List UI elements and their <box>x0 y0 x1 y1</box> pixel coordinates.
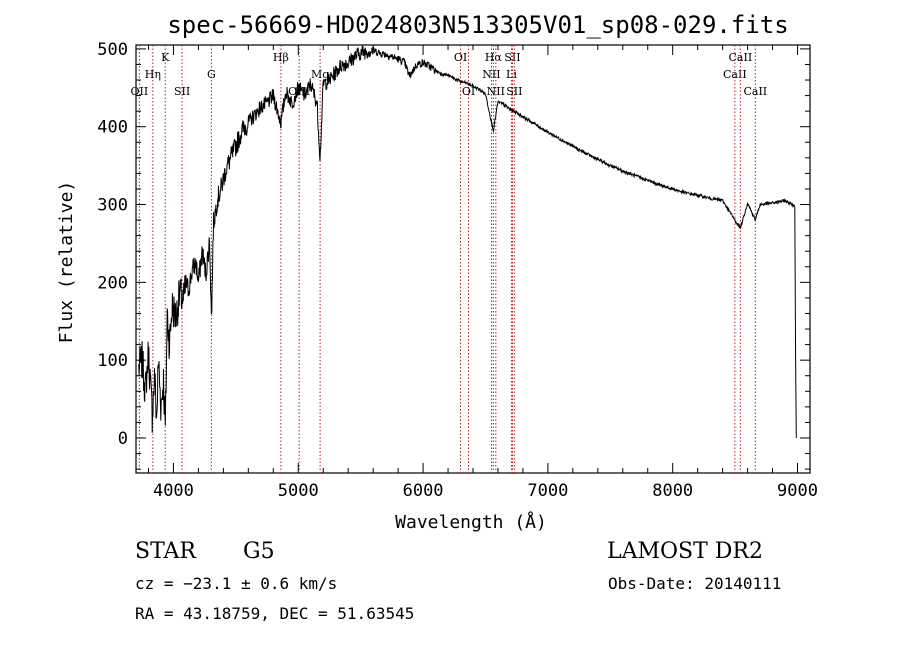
x-axis-label: Wavelength (Å) <box>395 511 547 533</box>
line-label-10: NII <box>482 68 500 81</box>
x-tick-label-2: 6000 <box>403 481 444 501</box>
y-tick-label-1: 100 <box>97 351 128 371</box>
line-label-2: K <box>161 51 170 64</box>
line-label-18: CaII <box>743 85 767 98</box>
line-label-3: SII <box>174 85 190 98</box>
line-label-0: OII <box>131 85 149 98</box>
x-tick-label-3: 7000 <box>527 481 568 501</box>
line-label-16: CaII <box>723 68 747 81</box>
y-tick-label-4: 400 <box>97 118 128 138</box>
object-class: STAR <box>135 539 197 564</box>
plot-frame <box>135 44 811 474</box>
spectrum-line <box>138 45 797 439</box>
line-label-4: G <box>207 68 216 81</box>
info-panel: STAR G5 LAMOST DR2 cz = −23.1 ± 0.6 km/s… <box>135 539 781 623</box>
line-label-13: Li <box>506 68 517 81</box>
line-label-1: Hη <box>145 68 161 81</box>
line-label-17: CaII <box>729 51 753 64</box>
y-tick-label-3: 300 <box>97 196 128 216</box>
line-label-5: Hβ <box>273 51 289 64</box>
object-subclass: G5 <box>243 539 275 564</box>
x-tick-label-0: 4000 <box>153 481 194 501</box>
y-axis-label: Flux (relative) <box>56 181 77 344</box>
line-label-12: NII <box>487 85 505 98</box>
line-label-15: SII <box>506 85 522 98</box>
x-tick-label-1: 5000 <box>278 481 319 501</box>
x-tick-label-5: 9000 <box>777 481 818 501</box>
axis-ticks: 4000 5000 6000 7000 8000 9000 0 100 200 300 400 500 <box>97 40 818 501</box>
x-tick-label-4: 8000 <box>652 481 693 501</box>
line-label-9: OI <box>462 85 475 98</box>
line-label-14: SII <box>504 51 520 64</box>
coordinates-text: RA = 43.18759, DEC = 51.63545 <box>135 604 414 623</box>
y-tick-label-5: 500 <box>97 40 128 60</box>
line-label-7: Mg <box>311 68 329 81</box>
survey-name: LAMOST DR2 <box>607 539 763 564</box>
plot-area: OIIHηKSIIGHβOIIIMgOIOINIIHαNIILiSIISIICa… <box>97 40 818 501</box>
y-tick-label-0: 0 <box>118 429 128 449</box>
y-tick-label-2: 200 <box>97 273 128 293</box>
chart-title: spec-56669-HD024803N513305V01_sp08-029.f… <box>167 11 788 39</box>
line-label-11: Hα <box>485 51 503 64</box>
spectral-line-markers: OIIHηKSIIGHβOIIIMgOIOINIIHαNIILiSIISIICa… <box>131 45 767 473</box>
obs-date-text: Obs-Date: 20140111 <box>608 574 781 593</box>
line-label-8: OI <box>454 51 467 64</box>
velocity-text: cz = −23.1 ± 0.6 km/s <box>135 574 337 593</box>
